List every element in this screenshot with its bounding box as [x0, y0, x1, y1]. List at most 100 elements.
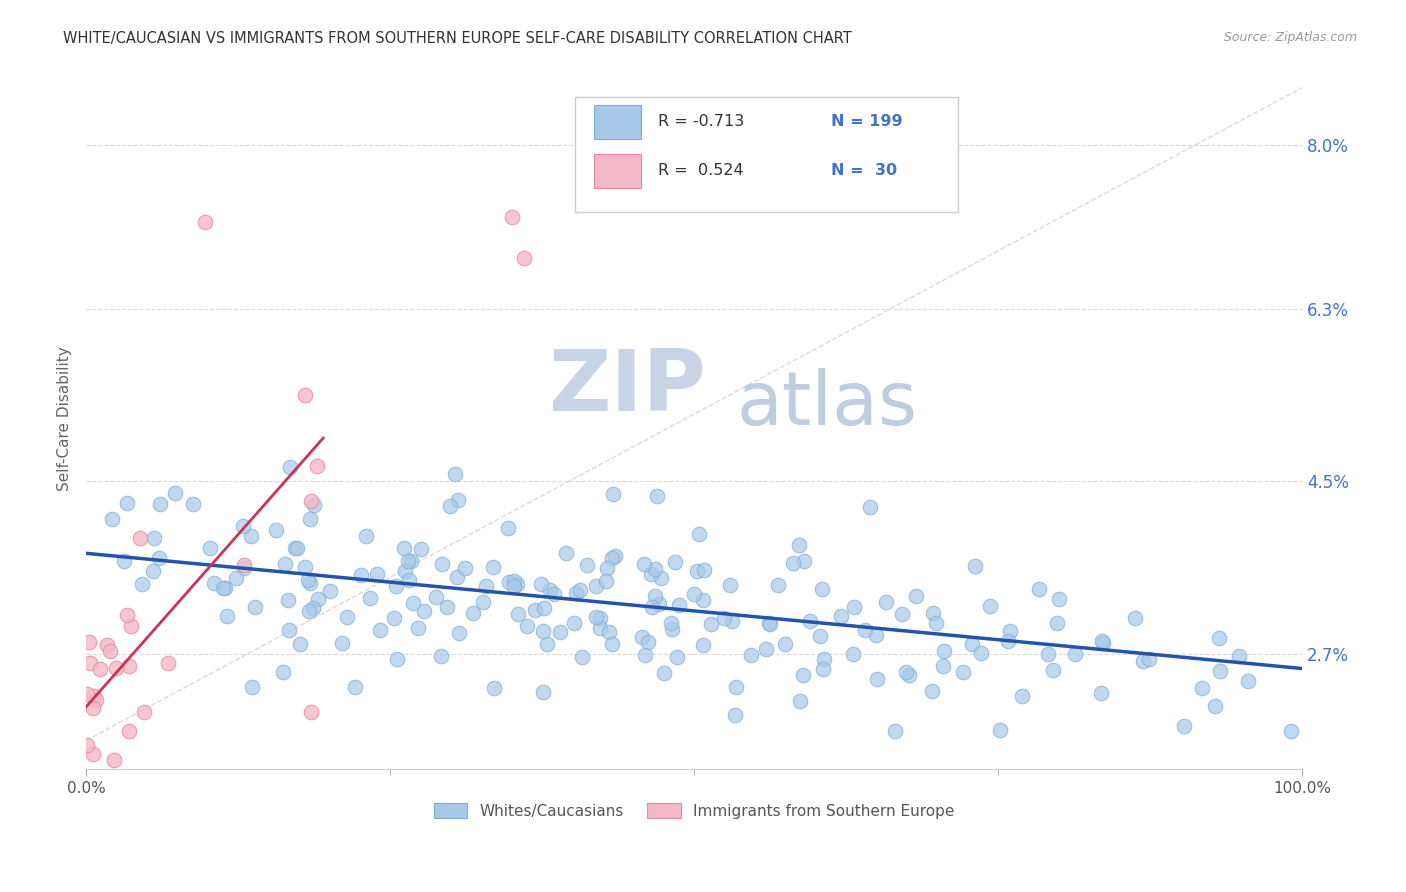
Point — [859, 500, 882, 515]
Text: N =  30: N = 30 — [831, 162, 897, 178]
Point — [217, 609, 239, 624]
Point — [688, 527, 710, 541]
Point — [82, 701, 104, 715]
Point — [298, 604, 321, 618]
Point — [447, 626, 470, 640]
Point — [354, 529, 377, 543]
Point — [569, 582, 592, 597]
Point — [142, 564, 165, 578]
Point — [596, 561, 619, 575]
Point — [232, 519, 254, 533]
Point — [650, 571, 672, 585]
Point — [979, 599, 1001, 614]
Point — [344, 680, 367, 694]
Point — [233, 558, 256, 572]
Point — [758, 616, 780, 631]
FancyBboxPatch shape — [595, 105, 641, 138]
Point — [905, 589, 928, 603]
Point — [925, 615, 948, 630]
Point — [278, 460, 301, 475]
Point — [875, 595, 897, 609]
Point — [533, 601, 555, 615]
Point — [506, 577, 529, 591]
Point — [793, 554, 815, 568]
Point — [700, 616, 723, 631]
Point — [117, 496, 139, 510]
Point — [664, 555, 686, 569]
Point — [755, 642, 778, 657]
Point — [134, 705, 156, 719]
Point — [648, 597, 671, 611]
Legend: Whites/Caucasians, Immigrants from Southern Europe: Whites/Caucasians, Immigrants from South… — [427, 797, 960, 825]
Point — [530, 577, 553, 591]
Point — [668, 598, 690, 612]
Point — [724, 680, 747, 694]
Point — [148, 551, 170, 566]
Point — [813, 662, 835, 676]
Point — [243, 600, 266, 615]
Point — [496, 521, 519, 535]
Point — [644, 561, 666, 575]
Point — [128, 531, 150, 545]
Point — [98, 644, 121, 658]
Point — [225, 571, 247, 585]
Point — [997, 633, 1019, 648]
Point — [330, 636, 353, 650]
Point — [1208, 631, 1230, 645]
Point — [692, 563, 714, 577]
Point — [277, 624, 299, 638]
Point — [842, 599, 865, 614]
Point — [720, 614, 742, 628]
Point — [277, 592, 299, 607]
Point — [813, 652, 835, 666]
Point — [1047, 592, 1070, 607]
Point — [463, 606, 485, 620]
Point — [350, 568, 373, 582]
Point — [503, 579, 526, 593]
Point — [962, 637, 984, 651]
Text: N = 199: N = 199 — [831, 113, 903, 128]
Text: R =  0.524: R = 0.524 — [658, 162, 744, 178]
Point — [602, 637, 624, 651]
Text: WHITE/CAUCASIAN VS IMMIGRANTS FROM SOUTHERN EUROPE SELF-CARE DISABILITY CORRELAT: WHITE/CAUCASIAN VS IMMIGRANTS FROM SOUTH… — [63, 31, 852, 46]
Point — [894, 665, 917, 679]
Point — [562, 616, 585, 631]
Point — [425, 590, 447, 604]
Point — [366, 566, 388, 581]
Point — [853, 623, 876, 637]
Point — [392, 541, 415, 555]
Point — [724, 708, 747, 723]
Point — [1042, 663, 1064, 677]
Point — [575, 558, 598, 573]
Point — [666, 650, 689, 665]
Point — [683, 586, 706, 600]
Point — [117, 723, 139, 738]
Point — [1011, 689, 1033, 703]
Point — [84, 693, 107, 707]
Point — [412, 604, 434, 618]
Point — [524, 602, 547, 616]
Point — [240, 681, 263, 695]
Point — [115, 608, 138, 623]
Point — [319, 584, 342, 599]
Point — [1229, 649, 1251, 664]
Point — [396, 554, 419, 568]
Point — [965, 559, 987, 574]
Point — [647, 490, 669, 504]
Point — [998, 624, 1021, 639]
Point — [659, 615, 682, 630]
Point — [394, 565, 416, 579]
Text: R = -0.713: R = -0.713 — [658, 113, 744, 128]
Point — [603, 549, 626, 563]
Point — [685, 564, 707, 578]
Point — [952, 665, 974, 679]
Point — [387, 652, 409, 666]
Point — [498, 574, 520, 589]
Point — [565, 586, 588, 600]
Point — [740, 648, 762, 662]
Point — [533, 685, 555, 699]
Point — [385, 579, 408, 593]
Point — [96, 638, 118, 652]
Point — [787, 538, 810, 552]
Point — [336, 609, 359, 624]
